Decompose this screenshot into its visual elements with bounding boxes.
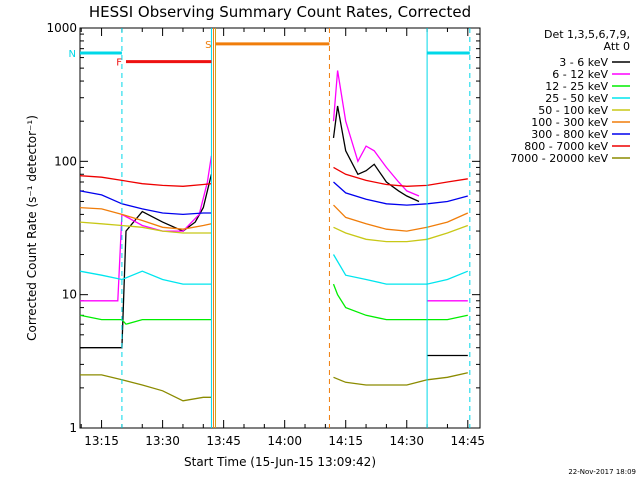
flag-label-N: N	[69, 49, 76, 60]
y-axis-label: Corrected Count Rate (s⁻¹ detector⁻¹)	[25, 115, 39, 341]
legend-header-line1: Det 1,3,5,6,7,9,	[544, 28, 630, 41]
flag-label-F: F	[116, 58, 122, 69]
series-line-6	[79, 181, 468, 216]
legend-label-3: 25 - 50 keV	[545, 92, 608, 105]
legend-label-1: 6 - 12 keV	[552, 68, 608, 81]
flag-label-S: S	[205, 40, 211, 51]
x-tick-label: 14:30	[389, 434, 424, 448]
y-tick-label: 1000	[46, 21, 77, 35]
series-line-5	[79, 204, 469, 232]
x-axis-label: Start Time (15-Jun-15 13:09:42)	[184, 455, 376, 469]
x-tick-label: 14:00	[267, 434, 302, 448]
chart-title: HESSI Observing Summary Count Rates, Cor…	[89, 3, 471, 21]
y-tick-label: 10	[62, 288, 77, 302]
plot-frame	[79, 27, 481, 429]
series-line-8	[80, 372, 468, 402]
footer-date: 22-Nov-2017 18:09	[568, 468, 636, 476]
legend-label-6: 300 - 800 keV	[531, 128, 608, 141]
x-tick-label: 14:45	[450, 434, 485, 448]
legend-label-8: 7000 - 20000 keV	[510, 152, 608, 165]
legend-label-0: 3 - 6 keV	[559, 56, 608, 69]
plot-layer: 1 10 100 1000 13:15 13:30 13:45 14:00 14:15 14:30…	[46, 21, 485, 448]
x-tick-label: 14:15	[328, 434, 363, 448]
y-tick-label: 1	[69, 421, 77, 435]
x-tick-label: 13:45	[206, 434, 241, 448]
x-tick-label: 13:30	[145, 434, 180, 448]
legend-label-7: 800 - 7000 keV	[524, 140, 608, 153]
y-tick-label: 100	[54, 154, 77, 168]
legend-label-2: 12 - 25 keV	[545, 80, 608, 93]
legend-header-line2: Att 0	[604, 40, 630, 53]
legend-label-4: 50 - 100 keV	[538, 104, 608, 117]
series-line-7	[79, 166, 468, 187]
legend-label-5: 100 - 300 keV	[531, 116, 608, 129]
x-tick-label: 13:15	[84, 434, 119, 448]
series-line-3	[79, 254, 469, 285]
series-line-2	[79, 283, 468, 325]
series-line-4	[79, 221, 469, 243]
